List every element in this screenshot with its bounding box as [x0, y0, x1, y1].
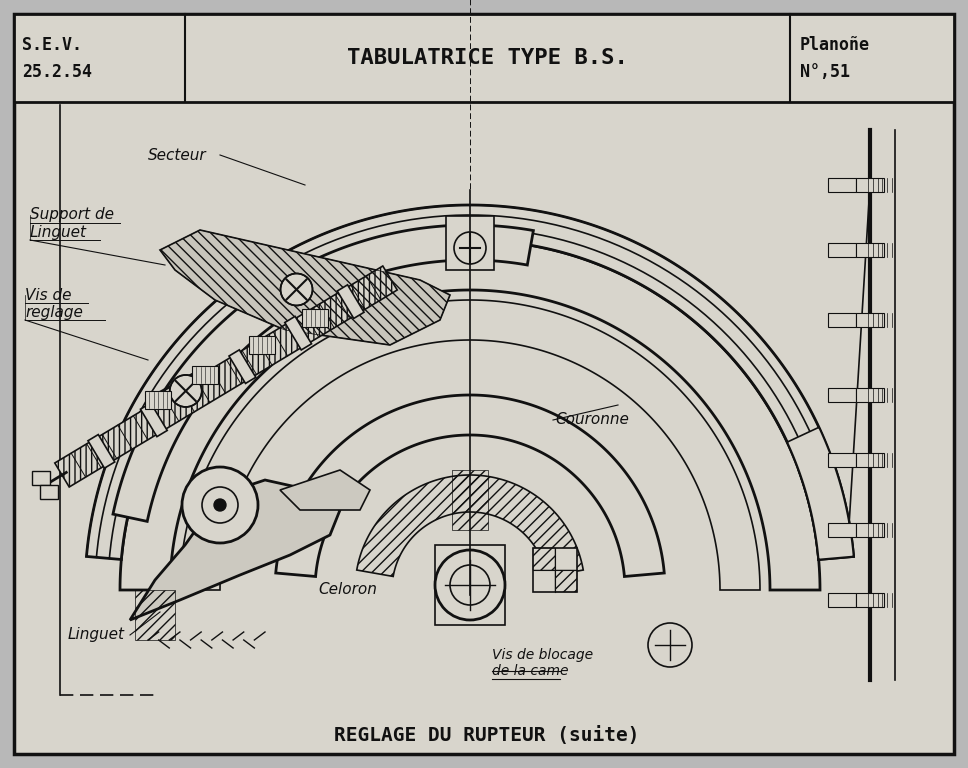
Text: S.E.V.: S.E.V.	[22, 36, 82, 54]
Polygon shape	[357, 475, 584, 577]
Polygon shape	[285, 316, 312, 350]
Circle shape	[182, 467, 258, 543]
Circle shape	[169, 375, 201, 407]
Polygon shape	[276, 395, 664, 577]
Text: REGLAGE DU RUPTEUR (suite): REGLAGE DU RUPTEUR (suite)	[334, 727, 640, 746]
Circle shape	[202, 487, 238, 523]
Bar	[828, 388, 856, 402]
FancyBboxPatch shape	[249, 336, 275, 354]
Polygon shape	[160, 230, 450, 345]
Text: Secteur: Secteur	[148, 147, 206, 163]
Bar	[533, 548, 555, 570]
Polygon shape	[180, 300, 760, 590]
FancyBboxPatch shape	[145, 391, 171, 409]
Text: Linguet: Linguet	[68, 627, 125, 643]
Bar	[856, 523, 884, 537]
Polygon shape	[229, 350, 256, 383]
Text: Linguet: Linguet	[30, 224, 87, 240]
Text: Support de: Support de	[30, 207, 114, 223]
Polygon shape	[120, 240, 820, 590]
Bar	[828, 243, 856, 257]
Bar	[828, 593, 856, 607]
FancyBboxPatch shape	[302, 309, 328, 327]
Polygon shape	[130, 480, 340, 620]
FancyBboxPatch shape	[32, 472, 49, 485]
Bar	[828, 523, 856, 537]
FancyBboxPatch shape	[40, 485, 58, 499]
Bar	[856, 243, 884, 257]
Bar	[856, 593, 884, 607]
Polygon shape	[280, 470, 370, 510]
Polygon shape	[88, 435, 115, 468]
Polygon shape	[337, 285, 364, 319]
Text: 25.2.54: 25.2.54	[22, 63, 92, 81]
Polygon shape	[787, 427, 854, 560]
Circle shape	[454, 232, 486, 264]
Bar	[533, 548, 577, 592]
Text: Planoñe: Planoñe	[800, 36, 870, 54]
Bar	[14, 14, 954, 102]
Polygon shape	[799, 458, 854, 560]
Text: Couronne: Couronne	[555, 412, 629, 428]
Polygon shape	[113, 225, 533, 521]
Text: Vis de blocage: Vis de blocage	[492, 648, 593, 662]
Circle shape	[214, 499, 226, 511]
Bar	[828, 178, 856, 192]
Bar	[435, 545, 505, 625]
Bar	[856, 453, 884, 467]
Bar	[555, 570, 577, 592]
Text: Vis de: Vis de	[25, 287, 72, 303]
FancyBboxPatch shape	[446, 216, 494, 270]
Polygon shape	[55, 266, 397, 487]
Text: reglage: reglage	[25, 304, 83, 319]
Circle shape	[281, 273, 313, 306]
Text: Celoron: Celoron	[318, 582, 377, 598]
Bar	[856, 178, 884, 192]
Polygon shape	[86, 205, 854, 560]
Text: TABULATRICE TYPE B.S.: TABULATRICE TYPE B.S.	[347, 48, 627, 68]
FancyBboxPatch shape	[192, 366, 218, 384]
Bar	[856, 388, 884, 402]
Circle shape	[450, 565, 490, 605]
Text: de la came: de la came	[492, 664, 568, 678]
Circle shape	[435, 550, 505, 620]
Bar	[828, 453, 856, 467]
Text: N°,51: N°,51	[800, 63, 850, 81]
Circle shape	[648, 623, 692, 667]
Bar	[828, 313, 856, 327]
Polygon shape	[140, 403, 167, 437]
Bar	[856, 313, 884, 327]
